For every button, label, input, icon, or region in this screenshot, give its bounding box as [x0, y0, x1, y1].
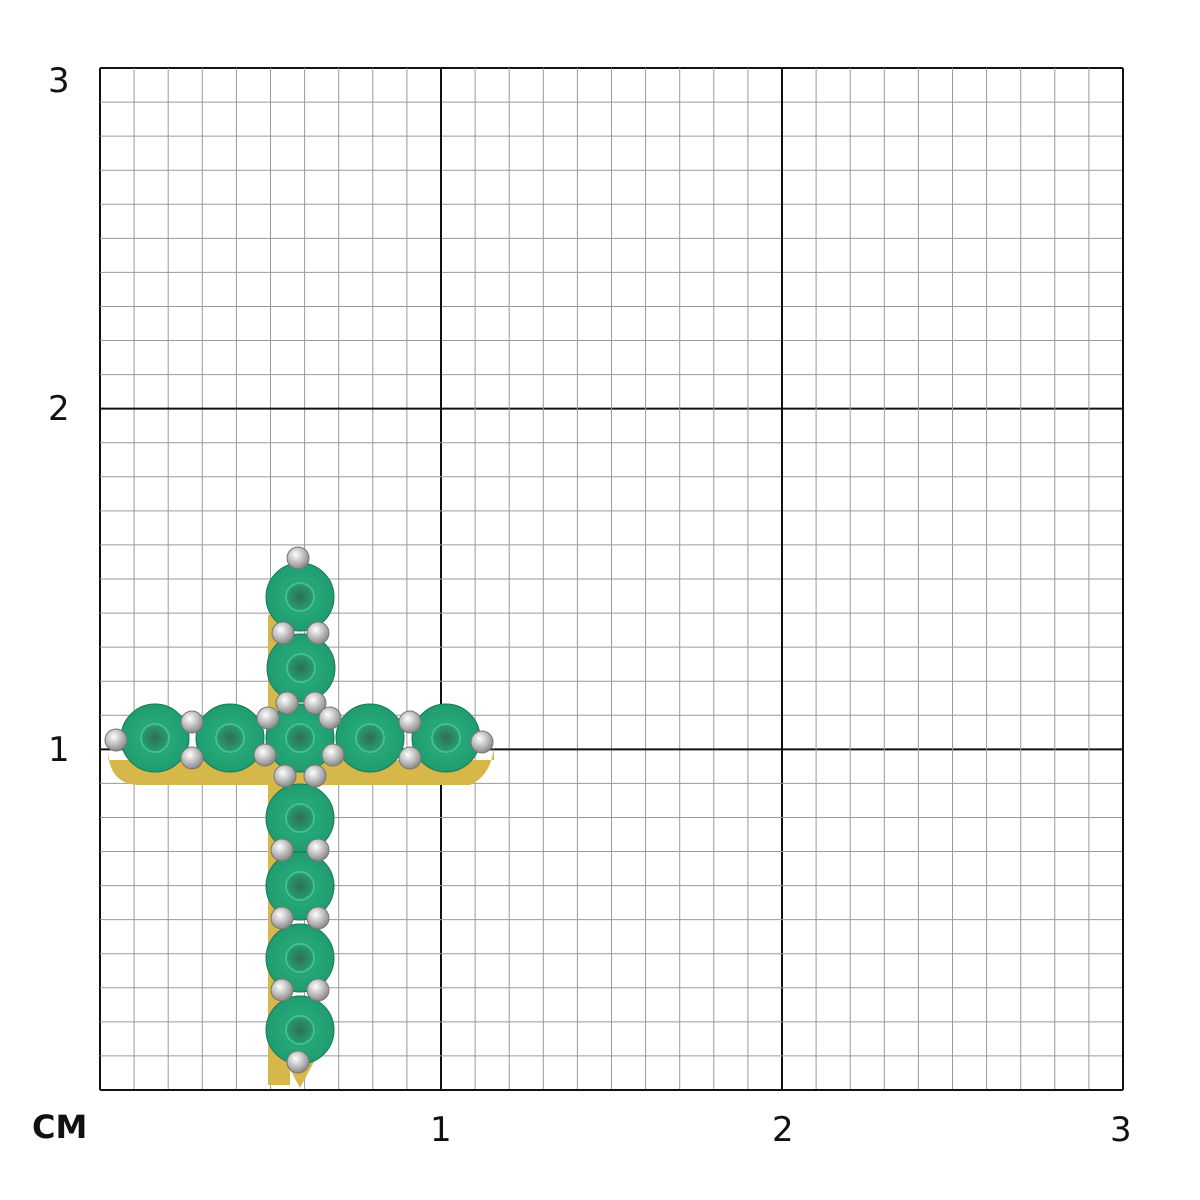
unit-label: CM: [32, 1108, 88, 1146]
metal-prong: [398, 710, 422, 734]
metal-prong: [321, 743, 345, 767]
metal-prong: [303, 691, 327, 715]
metal-prong: [180, 746, 204, 770]
x-label-1: 1: [430, 1110, 452, 1150]
emerald-stone: [265, 703, 335, 773]
stone-facet: [285, 871, 315, 901]
y-label-1: 1: [48, 730, 70, 770]
x-label-3: 3: [1110, 1110, 1132, 1150]
metal-prong: [306, 838, 330, 862]
metal-prong: [270, 906, 294, 930]
stone-facet: [286, 653, 316, 683]
emerald-stone: [120, 703, 190, 773]
stone-facet: [285, 1015, 315, 1045]
metal-prong: [270, 978, 294, 1002]
metal-prong: [286, 546, 310, 570]
stone-facet: [285, 803, 315, 833]
metal-prong: [104, 728, 128, 752]
metal-prong: [286, 1050, 310, 1074]
metal-prong: [273, 764, 297, 788]
emerald-stone: [265, 851, 335, 921]
metal-prong: [270, 838, 294, 862]
stone-facet: [140, 723, 170, 753]
x-label-2: 2: [772, 1110, 794, 1150]
stone-facet: [285, 943, 315, 973]
stone-facet: [355, 723, 385, 753]
metal-prong: [398, 746, 422, 770]
emerald-stone: [265, 923, 335, 993]
metal-prong: [303, 764, 327, 788]
metal-prong: [306, 978, 330, 1002]
metal-prong: [306, 906, 330, 930]
emerald-stone: [266, 633, 336, 703]
y-label-3: 3: [48, 61, 70, 101]
emerald-stone: [411, 703, 481, 773]
y-label-2: 2: [48, 389, 70, 429]
metal-prong: [271, 621, 295, 645]
metal-prong: [318, 706, 342, 730]
metal-prong: [306, 621, 330, 645]
metal-prong: [256, 706, 280, 730]
stone-facet: [215, 723, 245, 753]
stone-facet: [285, 582, 315, 612]
metal-prong: [275, 691, 299, 715]
metal-prong: [470, 730, 494, 754]
metal-prong: [253, 743, 277, 767]
stone-facet: [431, 723, 461, 753]
emerald-stone: [265, 562, 335, 632]
stone-facet: [285, 723, 315, 753]
emerald-stone: [195, 703, 265, 773]
metal-prong: [180, 710, 204, 734]
emerald-stone: [335, 703, 405, 773]
